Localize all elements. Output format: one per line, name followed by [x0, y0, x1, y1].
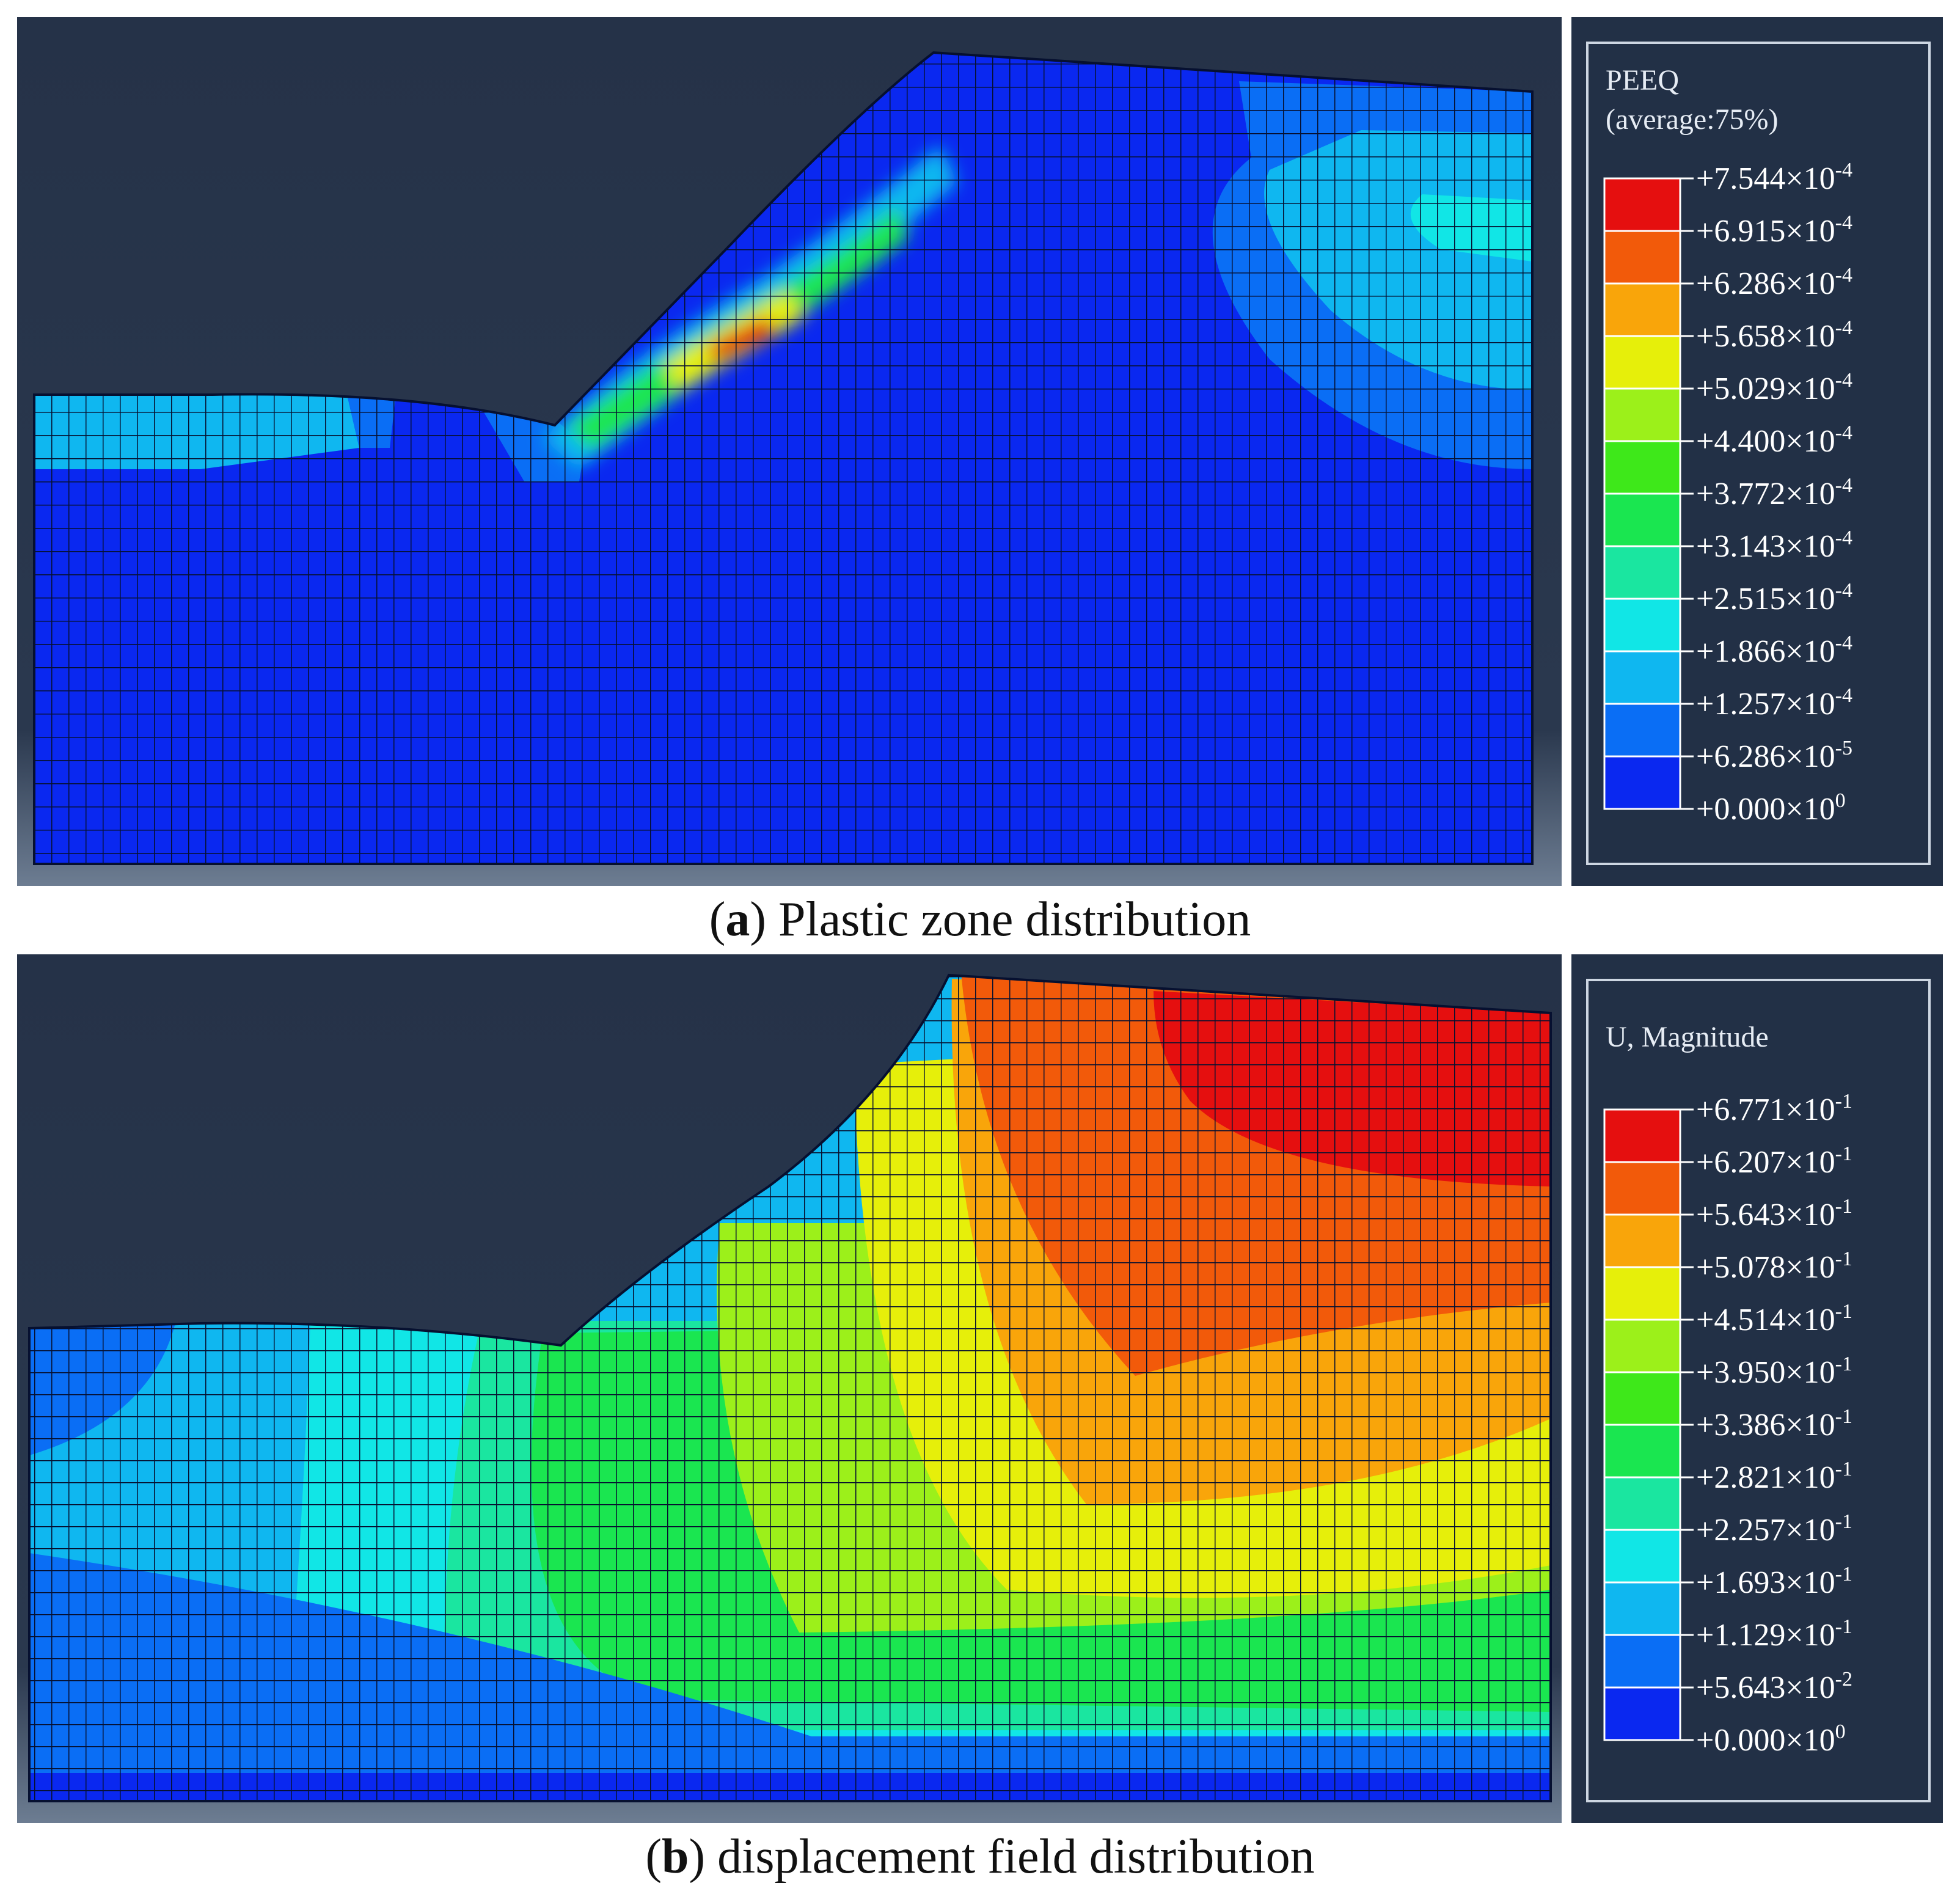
legend-swatch: [1603, 1634, 1681, 1689]
legend-swatch: [1603, 1686, 1681, 1741]
displacement-contour-panel: [17, 954, 1562, 1823]
caption-b: (b) displacement field distribution: [645, 1830, 1315, 1884]
legend-title-line: (average:75%): [1606, 103, 1779, 136]
peeq-color-scale: +7.544×10-4 +6.915×10-4 +6.286×10-4 +5.658×…: [1603, 159, 1852, 827]
legend-title: U, Magnitude: [1606, 1018, 1769, 1057]
legend-value: +6.771×10-1: [1696, 1090, 1852, 1127]
legend-value: +1.257×10-4: [1696, 684, 1852, 722]
legend-title: PEEQ (average:75%): [1606, 61, 1779, 139]
legend-value: +3.386×10-1: [1696, 1405, 1852, 1442]
caption-letter: b: [661, 1830, 689, 1884]
legend-value: +5.643×10-2: [1696, 1668, 1852, 1705]
legend-swatch: [1603, 650, 1681, 705]
legend-title-line: PEEQ: [1606, 64, 1679, 97]
legend-swatch: [1603, 230, 1681, 285]
caption-a: (a) Plastic zone distribution: [709, 893, 1251, 946]
legend-swatch: [1603, 755, 1681, 810]
plastic-zone-contour-plot: [33, 51, 1534, 865]
peeq-legend: PEEQ (average:75%) +7.544×10-4 +6.915×10-…: [1571, 17, 1943, 886]
legend-value: +1.129×10-1: [1696, 1615, 1852, 1653]
legend-value: +5.643×10-1: [1696, 1195, 1852, 1232]
legend-value: +5.078×10-1: [1696, 1248, 1852, 1285]
legend-value: +1.866×10-4: [1696, 632, 1852, 669]
legend-swatch: [1603, 335, 1681, 390]
legend-swatch: [1603, 1108, 1681, 1163]
legend-swatch: [1603, 1371, 1681, 1426]
legend-swatch: [1603, 703, 1681, 758]
displacement-color-scale: +6.771×10-1 +6.207×10-1 +5.643×10-1 +5.078×…: [1603, 1090, 1852, 1758]
legend-value: +5.029×10-4: [1696, 369, 1852, 406]
legend-swatch: [1603, 492, 1681, 547]
legend-value: +7.544×10-4: [1696, 159, 1852, 196]
legend-value: +6.286×10-5: [1696, 737, 1852, 774]
legend-swatch: [1603, 1529, 1681, 1584]
legend-value: +5.658×10-4: [1696, 316, 1852, 354]
legend-swatch: [1603, 1213, 1681, 1268]
legend-value: +0.000×100: [1696, 1720, 1846, 1758]
caption-letter: a: [725, 893, 750, 946]
legend-swatch: [1603, 598, 1681, 653]
legend-value: +6.207×10-1: [1696, 1143, 1852, 1180]
legend-swatch: [1603, 282, 1681, 337]
caption-text: Plastic zone distribution: [778, 893, 1251, 946]
legend-value: +2.515×10-4: [1696, 579, 1852, 616]
legend-swatch: [1603, 1318, 1681, 1373]
legend-swatch: [1603, 1581, 1681, 1636]
legend-value: +2.821×10-1: [1696, 1458, 1852, 1495]
legend-swatch: [1603, 1424, 1681, 1479]
legend-swatch: [1603, 1266, 1681, 1321]
legend-swatch: [1603, 387, 1681, 442]
legend-value: +3.950×10-1: [1696, 1353, 1852, 1390]
legend-swatch: [1603, 440, 1681, 495]
legend-swatch: [1603, 545, 1681, 600]
displacement-contour-plot: [28, 973, 1552, 1802]
legend-value: +4.400×10-4: [1696, 422, 1852, 459]
legend-value: +0.000×100: [1696, 789, 1846, 827]
displacement-legend: U, Magnitude +6.771×10-1 +6.207×10-1 +5.64…: [1571, 954, 1943, 1823]
caption-text: displacement field distribution: [717, 1830, 1315, 1884]
legend-title-line: U, Magnitude: [1606, 1021, 1769, 1053]
legend-value: +4.514×10-1: [1696, 1300, 1852, 1337]
legend-value: +3.143×10-4: [1696, 527, 1852, 564]
plastic-zone-contour-panel: [17, 17, 1562, 886]
legend-frame: [1586, 42, 1931, 865]
legend-swatch: [1603, 1161, 1681, 1216]
legend-value: +6.915×10-4: [1696, 211, 1852, 249]
legend-frame: [1586, 979, 1931, 1802]
legend-value: +3.772×10-4: [1696, 474, 1852, 511]
legend-swatch: [1603, 1476, 1681, 1531]
legend-value: +1.693×10-1: [1696, 1563, 1852, 1600]
legend-value: +6.286×10-4: [1696, 264, 1852, 301]
legend-swatch: [1603, 177, 1681, 232]
legend-value: +2.257×10-1: [1696, 1510, 1852, 1548]
